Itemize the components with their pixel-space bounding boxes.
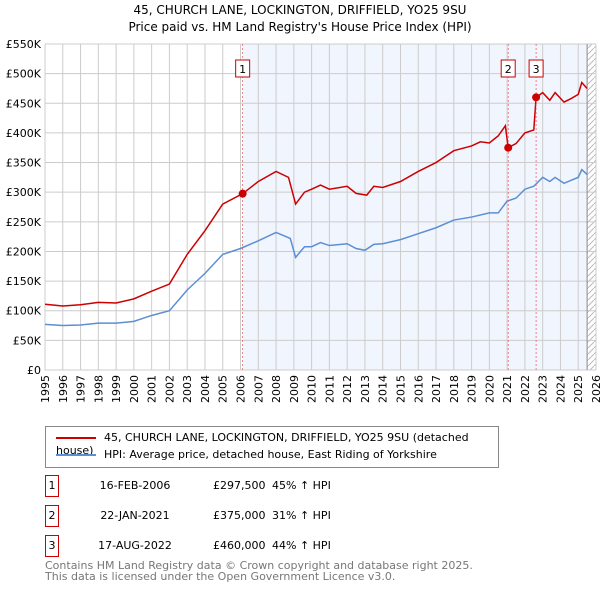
chart-subtitle: Price paid vs. HM Land Registry's House …: [128, 20, 472, 34]
sale-row: 3 17-AUG-2022 £460,000 44% ↑ HPI: [45, 535, 545, 557]
sale-number: 2: [45, 505, 59, 527]
footer: Contains HM Land Registry data © Crown c…: [45, 559, 473, 583]
sale-point: [504, 143, 513, 152]
sale-price: £460,000: [213, 539, 266, 552]
x-tick-label: 2023: [537, 375, 550, 403]
sale-label-box: [500, 59, 516, 78]
y-tick-label: £150K: [6, 275, 42, 288]
x-tick-label: 2006: [235, 375, 248, 403]
x-tick-label: 2010: [306, 375, 319, 403]
y-tick-label: £100K: [6, 305, 42, 318]
legend-swatch: [56, 454, 96, 456]
series-line: [44, 168, 588, 327]
y-tick-label: £500K: [6, 68, 42, 81]
y-tick-label: £450K: [6, 97, 42, 110]
x-tick-label: 2012: [341, 375, 354, 403]
sale-point: [532, 93, 541, 102]
x-tick-label: 2007: [252, 375, 265, 403]
y-tick-label: £0: [27, 364, 41, 377]
x-tick-label: 1997: [75, 375, 88, 403]
x-tick-label: 2008: [270, 375, 283, 403]
legend-item-property: 45, CHURCH LANE, LOCKINGTON, DRIFFIELD, …: [56, 431, 469, 457]
x-tick-label: 2019: [466, 375, 479, 403]
sale-label: 1: [239, 63, 246, 76]
chart-title: 45, CHURCH LANE, LOCKINGTON, DRIFFIELD, …: [133, 3, 467, 17]
x-tick-label: 2017: [430, 375, 443, 403]
sale-price: £297,500: [213, 479, 266, 492]
shaded-region: [242, 44, 588, 370]
x-tick-label: 2020: [483, 375, 496, 403]
x-tick-label: 2009: [288, 375, 301, 403]
sale-date: 16-FEB-2006: [99, 479, 171, 492]
legend-swatch: [56, 437, 96, 439]
x-tick-label: 2018: [448, 375, 461, 403]
sale-row: 1 16-FEB-2006 £297,500 45% ↑ HPI: [45, 475, 545, 497]
x-tick-label: 2015: [394, 375, 407, 403]
x-tick-label: 2024: [554, 375, 567, 403]
sale-number: 1: [45, 475, 59, 497]
x-tick-label: 2001: [146, 375, 159, 403]
x-tick-label: 2025: [572, 375, 585, 403]
legend: 45, CHURCH LANE, LOCKINGTON, DRIFFIELD, …: [45, 426, 499, 468]
x-tick-label: 2002: [163, 375, 176, 403]
sale-hpi: 45% ↑ HPI: [272, 479, 331, 492]
x-tick-label: 2011: [323, 375, 336, 403]
x-tick-label: 2021: [501, 375, 514, 403]
sale-number: 3: [45, 535, 59, 557]
y-tick-label: £550K: [6, 38, 42, 51]
sale-date: 17-AUG-2022: [98, 539, 172, 552]
x-tick-label: 2013: [359, 375, 372, 403]
y-tick-label: £300K: [6, 186, 42, 199]
sale-point: [238, 189, 247, 198]
y-tick-label: £50K: [13, 334, 42, 347]
sale-date: 22-JAN-2021: [100, 509, 170, 522]
x-tick-label: 1999: [110, 375, 123, 403]
sale-label: 3: [533, 63, 540, 76]
plot-area: 1995 1996 1997 1998 1999 2000 2001 2002 2003 2004…: [6, 38, 600, 403]
y-tick-label: £250K: [6, 216, 42, 229]
sale-row: 2 22-JAN-2021 £375,000 31% ↑ HPI: [45, 505, 545, 527]
x-tick-label: 2026: [590, 375, 600, 403]
x-tick-label: 2014: [377, 375, 390, 403]
sale-hpi: 44% ↑ HPI: [272, 539, 331, 552]
y-tick-label: £400K: [6, 127, 42, 140]
x-tick-label: 2016: [412, 375, 425, 403]
x-tick-label: 2022: [519, 375, 532, 403]
y-tick-label: £350K: [6, 157, 42, 170]
x-tick-label: 2004: [199, 375, 212, 403]
sale-label-box: [235, 59, 251, 78]
y-tick-label: £200K: [6, 245, 42, 258]
x-tick-label: 1995: [39, 375, 52, 403]
future-hatch: [587, 44, 596, 370]
x-tick-label: 2005: [217, 375, 230, 403]
sale-hpi: 31% ↑ HPI: [272, 509, 331, 522]
x-tick-label: 1998: [92, 375, 105, 403]
legend-item-hpi: HPI: Average price, detached house, East…: [56, 448, 437, 461]
sale-label-box: [528, 59, 544, 78]
sale-label: 2: [505, 63, 512, 76]
x-tick-label: 2000: [128, 375, 141, 403]
x-tick-label: 1996: [57, 375, 70, 403]
x-tick-label: 2003: [181, 375, 194, 403]
sale-price: £375,000: [213, 509, 266, 522]
